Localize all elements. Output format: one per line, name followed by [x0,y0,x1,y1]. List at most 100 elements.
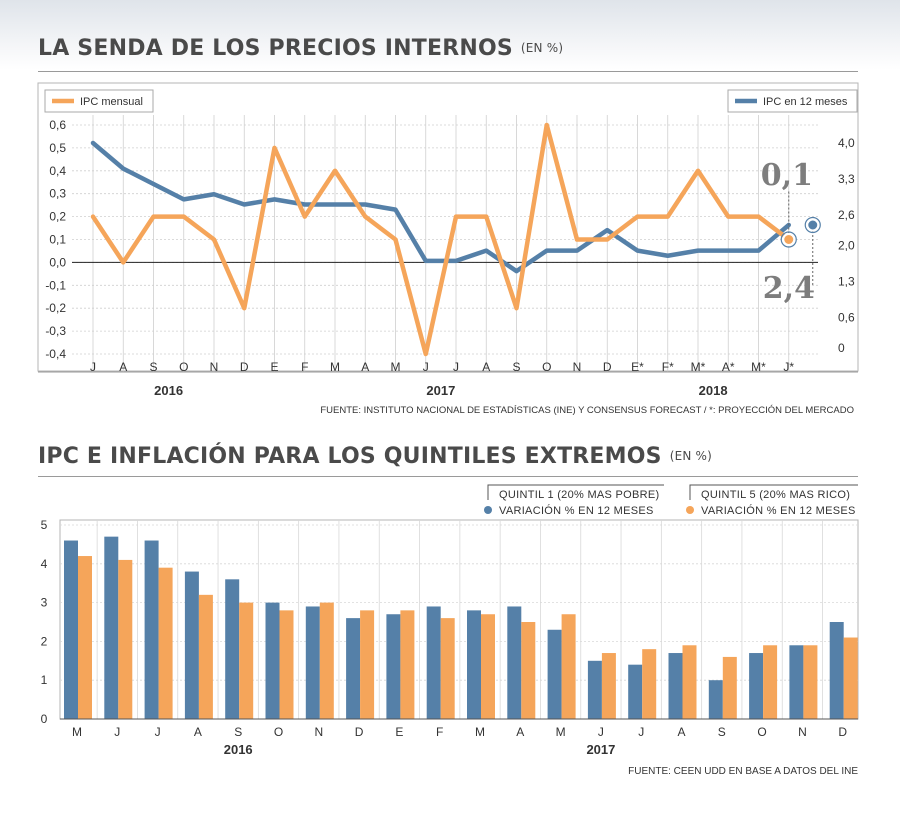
legend-quintil-5-line1: QUINTIL 5 (20% MAS RICO) [701,489,850,501]
chart1-frame [37,82,859,372]
chart1-x-label: N [210,360,219,374]
bar-quintil-5 [400,610,415,719]
chart2-x-label: E [395,725,403,739]
legend-ipc-mensual-label: IPC mensual [80,96,143,108]
legend-ipc-mensual: IPC mensual [44,89,154,113]
chart1-y-left-tick: 0,3 [49,187,66,201]
bar-quintil-1 [386,614,401,719]
chart1-x-label: M* [691,360,706,374]
chart1-y-left-tick: 0,2 [49,210,66,224]
chart1-x-label: O [542,360,551,374]
chart2-x-label: F [436,725,443,739]
chart1-y-right-tick: 4,0 [838,136,855,150]
chart2-x-label: O [274,725,283,739]
chart1-title: LA SENDA DE LOS PRECIOS INTERNOS [38,36,513,61]
chart2-x-label: J [155,725,161,739]
bar-quintil-5 [319,602,334,719]
bar-quintil-5 [843,637,858,719]
bar-quintil-5 [118,559,133,719]
bar-quintil-5 [481,614,495,719]
bar-quintil-1 [749,653,764,719]
chart2-source: FUENTE: CEEN UDD EN BASE A DATOS DEL INE [628,766,858,777]
bar-quintil-1 [346,618,361,719]
chart1-y-left-tick: -0,4 [45,347,66,361]
legend-ipc-mensual-box [44,89,154,113]
chart2-y-ticks: 0 1 2 3 4 5 [41,518,48,726]
chart1-x-label: E [270,360,278,374]
chart2-frame [59,519,859,720]
bar-quintil-1 [426,606,441,719]
bar-quintil-5 [521,622,536,719]
legend-ipc-12-meses-box [727,89,858,113]
chart1-x-label: J [423,360,429,374]
chart1-year-label: 2017 [426,383,455,398]
chart2-x-label: O [757,725,766,739]
chart1-grid [72,115,818,372]
legend-quintil-5-dot [686,506,694,514]
chart1-x-label: S [512,360,520,374]
legend-quintil-1-line2: VARIACIÓN % EN 12 MESES [499,504,654,517]
bar-quintil-5 [763,645,778,719]
chart1-x-labels: J A S O N D E F M A M J J A S O N D E* F* M* A* M* J* [90,360,794,374]
chart1-y-right-tick: 2,0 [838,239,855,253]
bar-quintil-1 [144,540,159,719]
chart2-year-labels: 2016 2017 [224,742,616,757]
chart1-y-left-tick: -0,1 [45,278,66,292]
chart2-x-label: N [314,725,323,739]
chart2-year-label: 2017 [586,742,615,757]
chart1-x-label: M [391,360,401,374]
chart2-title-rule [38,476,858,477]
bar-quintil-1 [628,664,643,719]
callout-top-marker [782,233,796,246]
chart1-year-label: 2016 [154,383,183,398]
legend-quintil-5: QUINTIL 5 (20% MAS RICO) VARIACIÓN % EN … [686,484,858,517]
chart1-x-label: A [361,360,369,374]
chart2-y-tick: 2 [41,634,48,648]
chart1-y-left-tick: 0,0 [49,255,66,269]
chart1-year-labels: 2016 2017 2018 [154,383,727,398]
chart1-x-label: N [573,360,582,374]
chart2-x-label: A [194,725,202,739]
legend-quintil-1-dot [484,506,492,514]
callout-top-label: 0,1 [761,158,813,193]
chart1-y-right-ticks: 4,0 3,3 2,6 2,0 1,3 0,6 0 [838,136,855,355]
chart1-x-label: A [482,360,490,374]
chart1-x-label: F [301,360,308,374]
bar-quintil-1 [547,629,562,719]
chart2-bars [64,536,858,719]
chart2-x-label: D [838,725,847,739]
chart2-x-label: A [516,725,524,739]
chart1-y-right-tick: 3,3 [838,172,855,186]
chart1-x-label: J [453,360,459,374]
bar-quintil-1 [305,606,320,719]
chart2-y-tick: 4 [41,557,48,571]
chart2-y-tick: 1 [41,673,48,687]
chart1-y-right-tick: 2,6 [838,208,855,222]
legend-quintil-1: QUINTIL 1 (20% MAS POBRE) VARIACIÓN % EN… [484,484,664,517]
callout-bottom-marker-ring [804,216,821,234]
chart1-x-label: A* [722,360,735,374]
bar-quintil-1 [64,540,78,719]
chart2-y-tick: 0 [41,712,48,726]
bar-quintil-1 [587,660,602,719]
chart1-x-label: J [90,360,96,374]
chart1-callouts [780,190,821,285]
chart2-x-label: M [556,725,566,739]
chart2-x-label: J [114,725,120,739]
chart2: 0 1 2 3 4 5 M J J A S O N D E F M A M J J A S O N D 2016 2017 QUI… [41,484,859,757]
chart1-x-label: D [240,360,249,374]
callout-bottom-label: 2,4 [763,271,815,306]
chart1-y-left-tick: 0,6 [49,118,66,132]
header-band [0,0,900,70]
chart1-x-label: M* [751,360,766,374]
bar-quintil-5 [642,649,657,719]
chart1-title-block: LA SENDA DE LOS PRECIOS INTERNOS (EN %) [38,36,563,61]
bar-quintil-1 [829,622,844,719]
bar-quintil-1 [225,579,240,719]
chart1-x-label: A [119,360,127,374]
chart1-source: FUENTE: INSTITUTO NACIONAL DE ESTADÍSTIC… [320,405,854,416]
chart2-x-label: D [355,725,364,739]
legend-ipc-12-meses-label: IPC en 12 meses [763,96,848,108]
